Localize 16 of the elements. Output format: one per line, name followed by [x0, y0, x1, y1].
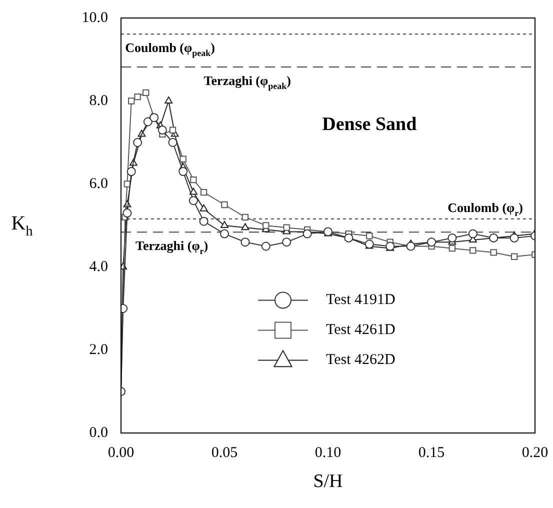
legend-label: Test 4261D — [326, 322, 396, 338]
y-tick-label: 10.0 — [82, 10, 108, 26]
x-axis-title: S/H — [313, 471, 344, 492]
y-tick-label: 0.0 — [89, 424, 108, 441]
x-tick-label: 0.15 — [418, 444, 445, 461]
x-tick-label: 0.05 — [211, 444, 238, 461]
legend-label: Test 4191D — [326, 292, 396, 308]
y-tick-label: 2.0 — [89, 342, 108, 358]
y-tick-label: 8.0 — [89, 92, 108, 109]
x-tick-label: 0.20 — [522, 444, 548, 461]
x-tick-label: 0.00 — [108, 444, 134, 461]
x-tick-label: 0.10 — [314, 444, 342, 461]
annotation: Dense Sand — [322, 114, 418, 136]
y-tick-label: 6.0 — [89, 176, 108, 192]
legend-label: Test 4262D — [326, 352, 396, 368]
y-tick-label: 4.0 — [89, 258, 108, 275]
